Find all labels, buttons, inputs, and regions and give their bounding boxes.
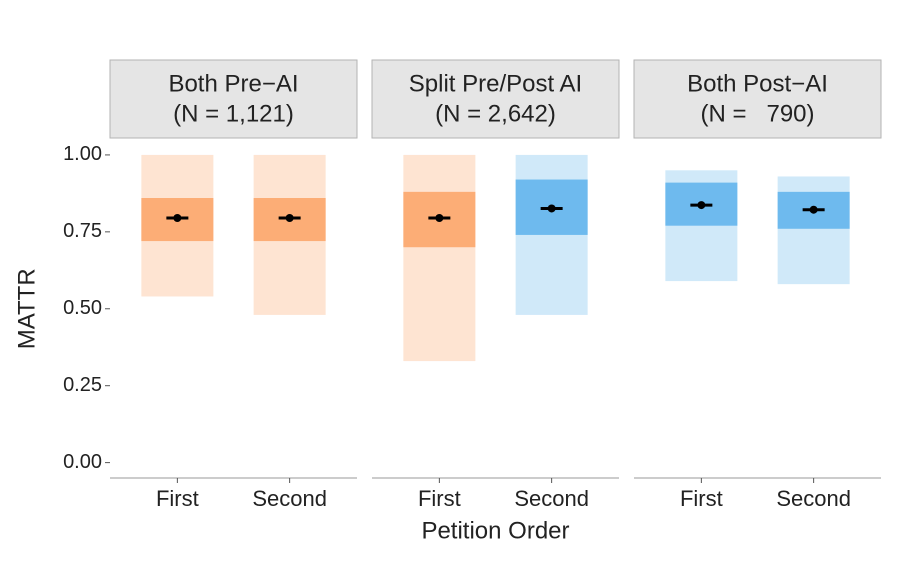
- x-tick-label: Second: [776, 486, 851, 511]
- y-tick-label: 1.00: [63, 143, 102, 165]
- x-tick-label: First: [156, 486, 199, 511]
- x-tick-label: Second: [252, 486, 327, 511]
- y-tick-label: 0.00: [63, 451, 102, 473]
- x-tick-label: Second: [514, 486, 589, 511]
- x-axis-title: Petition Order: [421, 517, 569, 544]
- strip-background: [109, 59, 358, 139]
- mean-point: [547, 204, 556, 213]
- y-tick-label: 0.75: [63, 220, 102, 242]
- mean-point: [435, 214, 444, 222]
- facet-subtitle: (N = 790): [700, 100, 814, 127]
- facet-subtitle: (N = 2,642): [435, 100, 556, 127]
- point-cloud-range: [403, 154, 476, 362]
- y-axis-title: MATTR: [13, 268, 40, 349]
- mean-point: [697, 201, 706, 210]
- facet-title: Both Post−AI: [687, 70, 828, 97]
- y-tick-label: 0.25: [63, 374, 102, 396]
- mean-point: [173, 214, 182, 222]
- x-tick-label: First: [680, 486, 723, 511]
- facet-title: Split Pre/Post AI: [409, 70, 582, 97]
- strip-background: [371, 59, 620, 139]
- facet-title: Both Pre−AI: [168, 70, 298, 97]
- facet-subtitle: (N = 1,121): [173, 100, 294, 127]
- point-cloud-range: [515, 154, 588, 315]
- mean-point: [809, 205, 818, 214]
- mean-point: [285, 214, 294, 222]
- y-tick-label: 0.50: [63, 297, 102, 319]
- x-tick-label: First: [418, 486, 461, 511]
- strip-background: [633, 59, 882, 139]
